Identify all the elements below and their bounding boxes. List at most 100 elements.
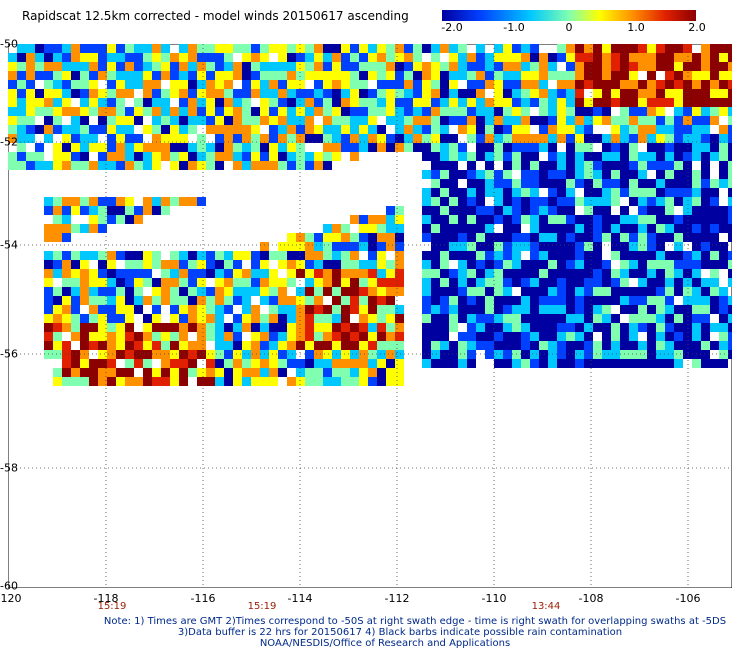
wind-cell [62, 296, 71, 305]
wind-cell [503, 152, 512, 161]
wind-cell [260, 314, 269, 323]
wind-cell [314, 305, 323, 314]
wind-cell [143, 197, 152, 206]
wind-cell [485, 242, 494, 251]
wind-cell [665, 251, 674, 260]
wind-cell [593, 251, 602, 260]
wind-cell [467, 62, 476, 71]
wind-cell [89, 332, 98, 341]
wind-cell [359, 368, 368, 377]
wind-cell [629, 89, 638, 98]
wind-cell [611, 62, 620, 71]
wind-cell [476, 170, 485, 179]
wind-cell [656, 359, 665, 368]
wind-cell [692, 89, 701, 98]
wind-cell [161, 287, 170, 296]
wind-cell [134, 116, 143, 125]
wind-cell [449, 98, 458, 107]
wind-cell [224, 260, 233, 269]
wind-cell [647, 152, 656, 161]
wind-cell [539, 341, 548, 350]
wind-cell [593, 62, 602, 71]
wind-cell [719, 80, 728, 89]
wind-cell [503, 278, 512, 287]
wind-cell [134, 377, 143, 386]
wind-cell [62, 134, 71, 143]
wind-cell [602, 89, 611, 98]
wind-cell [494, 80, 503, 89]
wind-cell [710, 179, 719, 188]
wind-cell [710, 224, 719, 233]
wind-cell [656, 206, 665, 215]
wind-cell [530, 251, 539, 260]
wind-cell [386, 368, 395, 377]
wind-cell [332, 125, 341, 134]
wind-cell [485, 179, 494, 188]
wind-cell [62, 368, 71, 377]
wind-cell [485, 251, 494, 260]
wind-cell [233, 107, 242, 116]
wind-cell [224, 80, 233, 89]
wind-cell [359, 125, 368, 134]
wind-cell [476, 125, 485, 134]
wind-cell [116, 80, 125, 89]
wind-cell [80, 143, 89, 152]
wind-cell [494, 143, 503, 152]
wind-cell [80, 260, 89, 269]
lat-label: -54 [0, 238, 18, 252]
wind-cell [260, 71, 269, 80]
wind-cell [287, 278, 296, 287]
wind-cell [422, 260, 431, 269]
wind-cell [530, 188, 539, 197]
wind-cell [440, 269, 449, 278]
wind-cell [377, 332, 386, 341]
wind-cell [215, 98, 224, 107]
wind-cell [386, 233, 395, 242]
wind-cell [530, 287, 539, 296]
wind-cell [638, 305, 647, 314]
wind-cell [368, 44, 377, 53]
wind-cell [170, 143, 179, 152]
wind-cell [503, 134, 512, 143]
wind-cell [458, 314, 467, 323]
wind-cell [116, 305, 125, 314]
wind-cell [332, 260, 341, 269]
wind-cell [323, 161, 332, 170]
wind-cell [638, 197, 647, 206]
wind-cell [521, 98, 530, 107]
wind-cell [71, 107, 80, 116]
wind-cell [395, 206, 404, 215]
wind-cell [593, 233, 602, 242]
wind-cell [350, 107, 359, 116]
wind-cell [521, 107, 530, 116]
wind-cell [197, 62, 206, 71]
wind-cell [260, 350, 269, 359]
wind-cell [512, 80, 521, 89]
wind-cell [521, 152, 530, 161]
wind-cell [638, 170, 647, 179]
wind-cell [341, 305, 350, 314]
wind-cell [620, 116, 629, 125]
wind-cell [530, 80, 539, 89]
wind-cell [107, 269, 116, 278]
wind-cell [647, 134, 656, 143]
wind-cell [197, 251, 206, 260]
wind-cell [296, 134, 305, 143]
wind-cell [512, 242, 521, 251]
wind-cell [584, 296, 593, 305]
wind-cell [197, 71, 206, 80]
wind-cell [134, 269, 143, 278]
wind-cell [548, 197, 557, 206]
wind-cell [269, 134, 278, 143]
wind-cell [71, 197, 80, 206]
wind-cell [350, 260, 359, 269]
wind-cell [17, 89, 26, 98]
wind-cell [242, 53, 251, 62]
wind-cell [719, 350, 728, 359]
wind-cell [647, 206, 656, 215]
wind-cell [647, 341, 656, 350]
wind-cell [71, 332, 80, 341]
wind-cell [557, 161, 566, 170]
wind-cell [404, 44, 413, 53]
wind-cell [233, 116, 242, 125]
